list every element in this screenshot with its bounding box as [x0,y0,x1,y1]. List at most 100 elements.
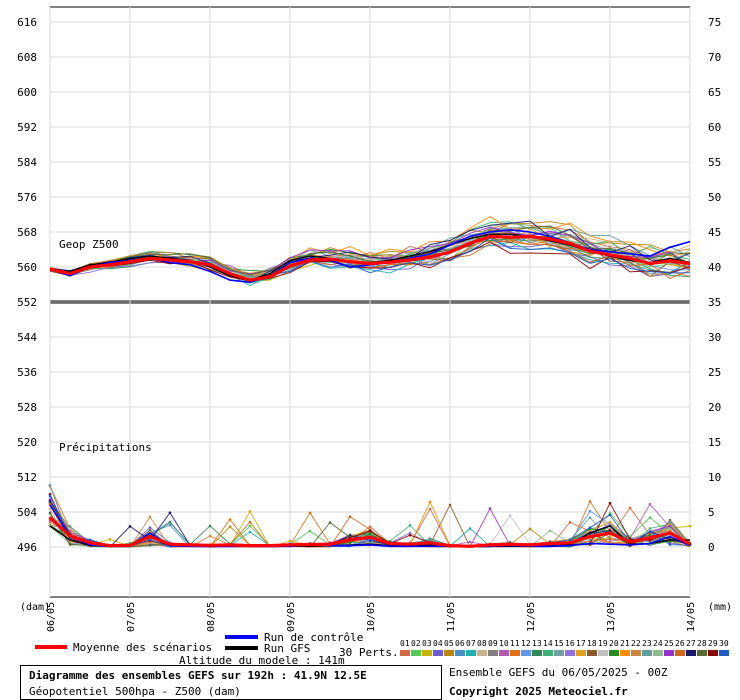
pert-legend-number: 06 [455,639,465,648]
perturbation-z500-line [49,225,691,276]
pert-legend-swatch [653,650,663,656]
left-tick-label: 544 [17,331,37,344]
pert-legend-swatch [631,650,641,656]
pert-legend-swatch [708,650,718,656]
pert-legend-swatch [697,650,707,656]
pert-legend-swatch [587,650,597,656]
pert-legend-swatch [675,650,685,656]
pert-legend-swatch [521,650,531,656]
pert-legend-swatch [532,650,542,656]
pert-legend-swatch [411,650,421,656]
pert-legend-number: 29 [708,639,718,648]
right-tick-label: 25 [708,366,721,379]
pert-legend-swatch [488,650,498,656]
pert-legend-swatch [499,650,509,656]
perturbation-z500-line [49,241,691,282]
right-tick-label: 0 [708,541,715,554]
pert-legend-swatch [554,650,564,656]
pert-legend-number: 25 [664,639,674,648]
x-tick-label: 09/05 [286,602,297,632]
pert-legend-swatch [664,650,674,656]
left-axis-ticks: 616 608 600 592 584 576 568 560 552 544 536 528 520 5… [17,16,37,554]
precip-label: Précipitations [59,441,152,454]
left-tick-label: 600 [17,86,37,99]
pert-legend-number: 14 [543,639,553,648]
pert-legend-swatch [510,650,520,656]
pert-legend-swatch [565,650,575,656]
pert-legend-number: 09 [488,639,498,648]
left-tick-label: 528 [17,401,37,414]
perts-label: 30 Perts. [339,646,399,659]
pert-legend-swatch [422,650,432,656]
pert-legend-swatch [455,650,465,656]
pert-legend-number: 04 [433,639,443,648]
left-unit-label: (dam) [20,602,50,613]
left-tick-label: 576 [17,191,37,204]
right-tick-label: 10 [708,471,721,484]
left-tick-label: 568 [17,226,37,239]
altitude-label: Altitude du modele : 141m [179,654,345,667]
pert-legend-swatch [642,650,652,656]
left-tick-label: 552 [17,296,37,309]
pert-legend-swatch [466,650,476,656]
right-tick-label: 30 [708,331,721,344]
pert-legend-number: 15 [554,639,564,648]
right-tick-label: 45 [708,226,721,239]
x-tick-label: 07/05 [126,602,137,632]
pert-legend-number: 12 [521,639,531,648]
legend-control-label: Run de contrôle [264,631,363,644]
left-tick-label: 496 [17,541,37,554]
pert-legend-swatch [620,650,630,656]
pert-legend-swatch [576,650,586,656]
right-tick-label: 70 [708,51,721,64]
right-tick-label: 75 [708,16,721,29]
pert-legend-number: 07 [466,639,476,648]
x-tick-label: 10/05 [366,602,377,632]
main-series-lines [48,228,691,548]
pert-legend-swatch [433,650,443,656]
pert-legend-swatch [444,650,454,656]
perturbation-precip-line [49,495,691,548]
left-tick-label: 504 [17,506,37,519]
right-unit-label: (mm) [708,602,732,613]
pert-legend-number: 02 [411,639,421,648]
right-tick-label: 40 [708,261,721,274]
pert-legend-swatch [543,650,553,656]
pert-legend-number: 21 [620,639,630,648]
left-tick-label: 608 [17,51,37,64]
pert-legend-number: 23 [642,639,652,648]
pert-legend-number: 27 [686,639,696,648]
pert-legend-swatch [477,650,487,656]
left-tick-label: 520 [17,436,37,449]
pert-legend-swatch [686,650,696,656]
info-subtitle: Géopotentiel 500hpa - Z500 (dam) [29,685,241,698]
legend-mean-label: Moyenne des scénarios [73,641,212,654]
pert-legend-number: 19 [598,639,608,648]
pert-legend-swatch [609,650,619,656]
x-tick-label: 14/05 [686,602,697,632]
ensemble-label: Ensemble GEFS du 06/05/2025 - 00Z [449,666,668,679]
series-z500-line [49,234,691,282]
pert-legend-number: 13 [532,639,542,648]
right-tick-label: 55 [708,156,721,169]
x-tick-label: 11/05 [446,602,457,632]
x-tick-label: 06/05 [46,602,57,632]
pert-legend-number: 17 [576,639,586,648]
x-axis-ticks: 06/05 07/05 08/05 09/05 10/05 11/05 12/05 13/05… [46,602,697,632]
info-box: Diagramme des ensembles GEFS sur 192h : … [20,665,442,700]
pert-legend-number: 01 [400,639,410,648]
copyright-label: Copyright 2025 Meteociel.fr [449,685,628,698]
x-tick-label: 08/05 [206,602,217,632]
info-title: Diagramme des ensembles GEFS sur 192h : … [29,669,367,682]
pert-legend-number: 05 [444,639,454,648]
pert-legend-number: 16 [565,639,575,648]
x-tick-label: 12/05 [526,602,537,632]
pert-legend-number: 28 [697,639,707,648]
series-precip-line [49,504,691,548]
left-tick-label: 616 [17,16,37,29]
right-tick-label: 5 [708,506,715,519]
pert-legend-swatch [400,650,410,656]
right-tick-label: 15 [708,436,721,449]
